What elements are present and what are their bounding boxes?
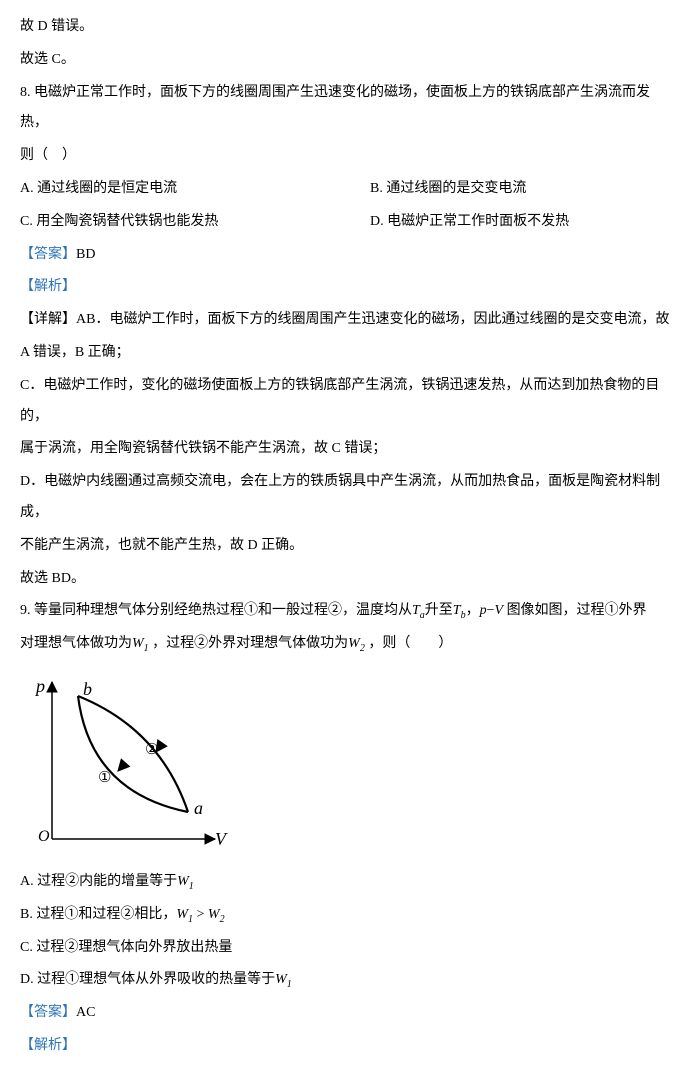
q9-answer-label: 【答案】 [20, 1005, 76, 1020]
q9-answer: 【答案】AC [20, 998, 672, 1029]
q9-optA-W1sub: 1 [189, 881, 194, 892]
q9-option-d: D. 过程①理想气体从外界吸收的热量等于W1 [20, 965, 672, 996]
q8-option-a: A. 通过线圈的是恒定电流 [20, 174, 370, 205]
q9-stem1b: 升至 [425, 603, 453, 618]
q9-stem1c: ， [466, 603, 480, 618]
q9-optB-gt: > [193, 907, 208, 922]
q9-optB-text: B. 过程①和过程②相比， [20, 907, 176, 922]
q9-option-a: A. 过程②内能的增量等于W1 [20, 867, 672, 898]
q9-stem2c: ，则（ ） [365, 636, 453, 651]
q8-answer-value: BD [76, 247, 95, 262]
q9-stem-line2: 对理想气体做功为W1 ，过程②外界对理想气体做功为W2 ，则（ ） [20, 629, 672, 660]
q9-optD-text: D. 过程①理想气体从外界吸收的热量等于 [20, 972, 275, 987]
svg-text:O: O [38, 828, 50, 845]
q8-detail7: 故选 BD。 [20, 564, 672, 595]
q8-answer: 【答案】BD [20, 240, 672, 271]
q9-optA-text: A. 过程②内能的增量等于 [20, 874, 177, 889]
q9-optA-W1: W [177, 874, 189, 889]
q9-optB-W2: W [208, 907, 220, 922]
q8-detail3: C．电磁炉工作时，变化的磁场使面板上方的铁锅底部产生涡流，铁锅迅速发热，从而达到… [20, 371, 672, 433]
q9-option-c: C. 过程②理想气体向外界放出热量 [20, 933, 672, 964]
q8-detail5: D．电磁炉内线圈通过高频交流电，会在上方的铁质锅具中产生涡流，从而加热食品，面板… [20, 467, 672, 529]
q8-option-b: B. 通过线圈的是交变电流 [370, 174, 672, 205]
q9-diagram: p V Ob a ① ② [30, 674, 672, 849]
svg-text:b: b [83, 679, 92, 699]
q9-optB-W1: W [176, 907, 188, 922]
q8-option-c: C. 用全陶瓷锅替代铁锅也能发热 [20, 207, 370, 238]
q9-Tb-sym: T [453, 603, 461, 618]
q9-W2-sym: W [348, 636, 360, 651]
q9-Ta-sym: T [412, 603, 420, 618]
svg-text:①: ① [98, 770, 111, 786]
q8-detail6: 不能产生涡流，也就不能产生热，故 D 正确。 [20, 531, 672, 562]
q9-optD-W1sub: 1 [287, 979, 292, 990]
q9-optD-W1: W [275, 972, 287, 987]
q9-stem-line1: 9. 等量同种理想气体分别经绝热过程①和一般过程②，温度均从Ta升至Tb，p−V… [20, 596, 672, 627]
q8-detail4: 属于涡流，用全陶瓷锅替代铁锅不能产生涡流，故 C 错误； [20, 434, 672, 465]
q8-answer-label: 【答案】 [20, 247, 76, 262]
q8-stem-line1: 8. 电磁炉正常工作时，面板下方的线圈周围产生迅速变化的磁场，使面板上方的铁锅底… [20, 78, 672, 140]
q8-option-d: D. 电磁炉正常工作时面板不发热 [370, 207, 672, 238]
q9-W1-sym: W [132, 636, 144, 651]
q9-pV-V: V [495, 603, 504, 618]
q8-explain: 【解析】 [20, 272, 672, 303]
q9-explain: 【解析】 [20, 1031, 672, 1062]
q8-options-row1: A. 通过线圈的是恒定电流 B. 通过线圈的是交变电流 [20, 174, 672, 205]
q9-option-b: B. 过程①和过程②相比，W1 > W2 [20, 900, 672, 931]
pv-diagram-svg: p V Ob a ① ② [30, 674, 230, 849]
q9-stem1a: 9. 等量同种理想气体分别经绝热过程①和一般过程②，温度均从 [20, 603, 412, 618]
svg-text:②: ② [145, 742, 158, 758]
q9-explain-label: 【解析】 [20, 1038, 76, 1053]
q8-detail2: A 错误，B 正确； [20, 338, 672, 369]
q8-stem-line2: 则（ ） [20, 141, 672, 172]
q9-stem2a: 对理想气体做功为 [20, 636, 132, 651]
q8-explain-label: 【解析】 [20, 279, 76, 294]
q9-answer-value: AC [76, 1005, 95, 1020]
q9-optB-W2sub: 2 [220, 914, 225, 925]
q9-stem1d: 图像如图，过程①外界 [503, 603, 647, 618]
q9-pV-dash: − [487, 603, 495, 618]
prev-choose-c: 故选 C。 [20, 45, 672, 76]
q8-detail1: 【详解】AB．电磁炉工作时，面板下方的线圈周围产生迅速变化的磁场，因此通过线圈的… [20, 305, 672, 336]
q9-stem2b: ，过程②外界对理想气体做功为 [149, 636, 349, 651]
svg-text:a: a [194, 798, 203, 818]
q9-pV-p: p [480, 603, 487, 618]
svg-text:p: p [34, 676, 45, 696]
svg-text:V: V [215, 829, 228, 849]
q8-options-row2: C. 用全陶瓷锅替代铁锅也能发热 D. 电磁炉正常工作时面板不发热 [20, 207, 672, 238]
prev-d-wrong: 故 D 错误。 [20, 12, 672, 43]
